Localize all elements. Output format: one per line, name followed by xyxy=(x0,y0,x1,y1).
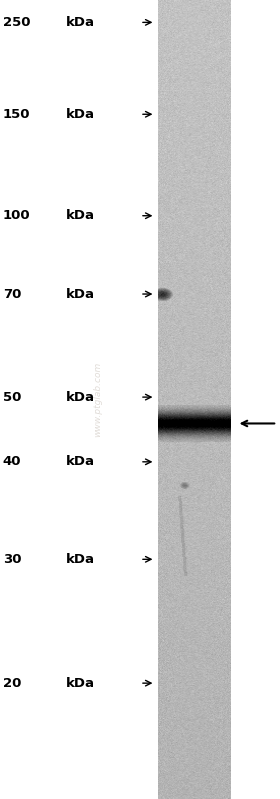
Text: 30: 30 xyxy=(3,553,21,566)
Text: kDa: kDa xyxy=(66,455,95,468)
Text: 150: 150 xyxy=(3,108,30,121)
Text: kDa: kDa xyxy=(66,108,95,121)
Text: kDa: kDa xyxy=(66,553,95,566)
Text: kDa: kDa xyxy=(66,16,95,29)
Text: 20: 20 xyxy=(3,677,21,690)
Text: kDa: kDa xyxy=(66,391,95,403)
Text: 70: 70 xyxy=(3,288,21,300)
Text: 50: 50 xyxy=(3,391,21,403)
Text: 250: 250 xyxy=(3,16,30,29)
Text: kDa: kDa xyxy=(66,677,95,690)
Text: kDa: kDa xyxy=(66,209,95,222)
Text: 40: 40 xyxy=(3,455,21,468)
Text: 100: 100 xyxy=(3,209,31,222)
Text: www.ptglab.com: www.ptglab.com xyxy=(94,362,102,437)
Text: kDa: kDa xyxy=(66,288,95,300)
